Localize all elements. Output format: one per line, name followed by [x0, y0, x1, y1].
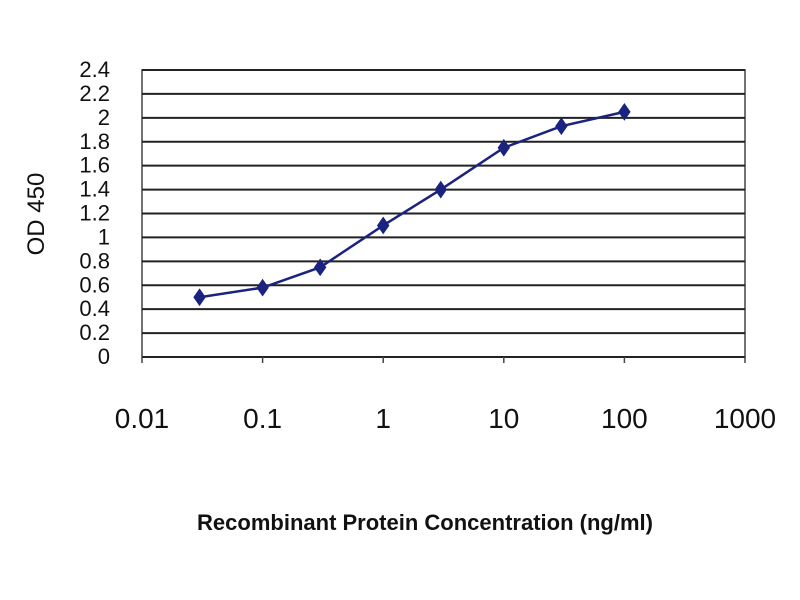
data-point-marker: [193, 288, 206, 307]
data-point-marker: [376, 216, 390, 235]
y-tick-label: 0: [98, 344, 110, 369]
data-point-marker: [497, 138, 511, 157]
y-tick-label: 1.2: [79, 201, 110, 226]
x-tick-label: 10: [488, 403, 519, 434]
y-tick-label: 1: [98, 224, 110, 249]
data-point-marker: [555, 117, 568, 136]
y-tick-label: 1.4: [79, 177, 110, 202]
y-tick-label: 0.4: [79, 296, 110, 321]
y-axis-title: OD 450: [23, 173, 50, 256]
y-tick-label: 2.4: [79, 57, 110, 82]
data-point-marker: [618, 102, 631, 121]
series-line: [199, 110, 625, 299]
y-tick-label: 0.2: [79, 320, 110, 345]
y-tick-label: 0.6: [79, 272, 110, 297]
y-tick-label: 2: [98, 105, 110, 130]
y-tick-label: 1.8: [79, 129, 110, 154]
data-point-marker: [434, 180, 447, 199]
x-tick-label: 0.01: [115, 403, 170, 434]
y-tick-label: 0.8: [79, 248, 110, 273]
series-group: [193, 102, 631, 307]
x-tick-label: 1: [375, 403, 391, 434]
x-axis-ticks: 0.01 0.1 1 10 100 1000: [115, 403, 776, 434]
data-point-marker: [313, 258, 327, 277]
x-axis-tick-marks: [141, 357, 746, 363]
data-point-marker: [256, 278, 269, 297]
y-axis-ticks: 00.20.40.60.811.21.41.61.822.22.4: [79, 57, 110, 369]
x-tick-label: 0.1: [243, 403, 282, 434]
x-axis-title: Recombinant Protein Concentration (ng/ml…: [197, 510, 653, 535]
x-tick-label: 100: [601, 403, 648, 434]
gridlines: [142, 69, 745, 358]
y-tick-label: 2.2: [79, 81, 110, 106]
y-tick-label: 1.6: [79, 153, 110, 178]
x-tick-label: 1000: [714, 403, 776, 434]
